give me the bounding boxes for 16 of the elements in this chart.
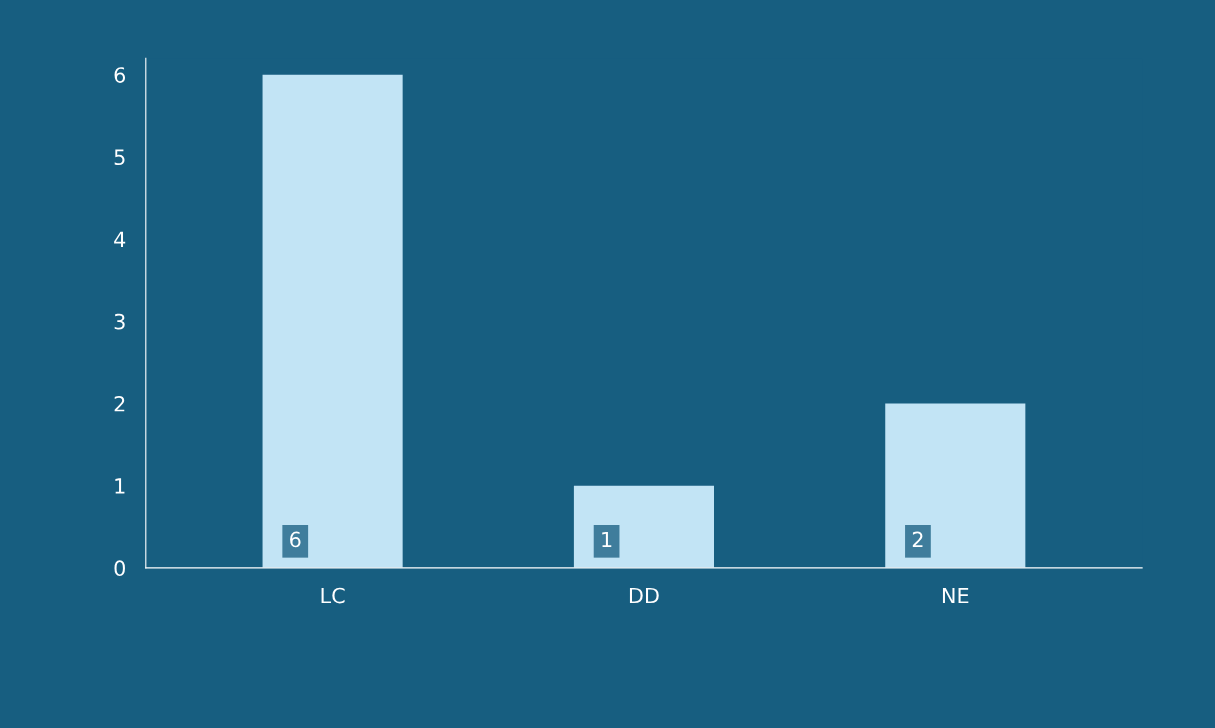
y-tick-label: 1 (115, 478, 125, 494)
bar (262, 74, 403, 568)
data-label: 2 (912, 531, 923, 548)
data-label: 6 (290, 531, 301, 548)
bar (573, 485, 714, 568)
x-tick-label: DD (629, 587, 659, 604)
bar (885, 403, 1026, 568)
y-tick-label: 6 (114, 67, 126, 83)
data-label: 1 (602, 531, 612, 548)
x-tick-label: LC (321, 587, 345, 604)
y-tick-label: 5 (114, 149, 125, 166)
y-tick-label: 3 (114, 313, 125, 330)
y-tick-label: 4 (114, 231, 126, 247)
x-tick-label: NE (942, 587, 969, 604)
y-tick-label: 0 (114, 560, 125, 577)
y-tick-label: 2 (114, 395, 125, 412)
